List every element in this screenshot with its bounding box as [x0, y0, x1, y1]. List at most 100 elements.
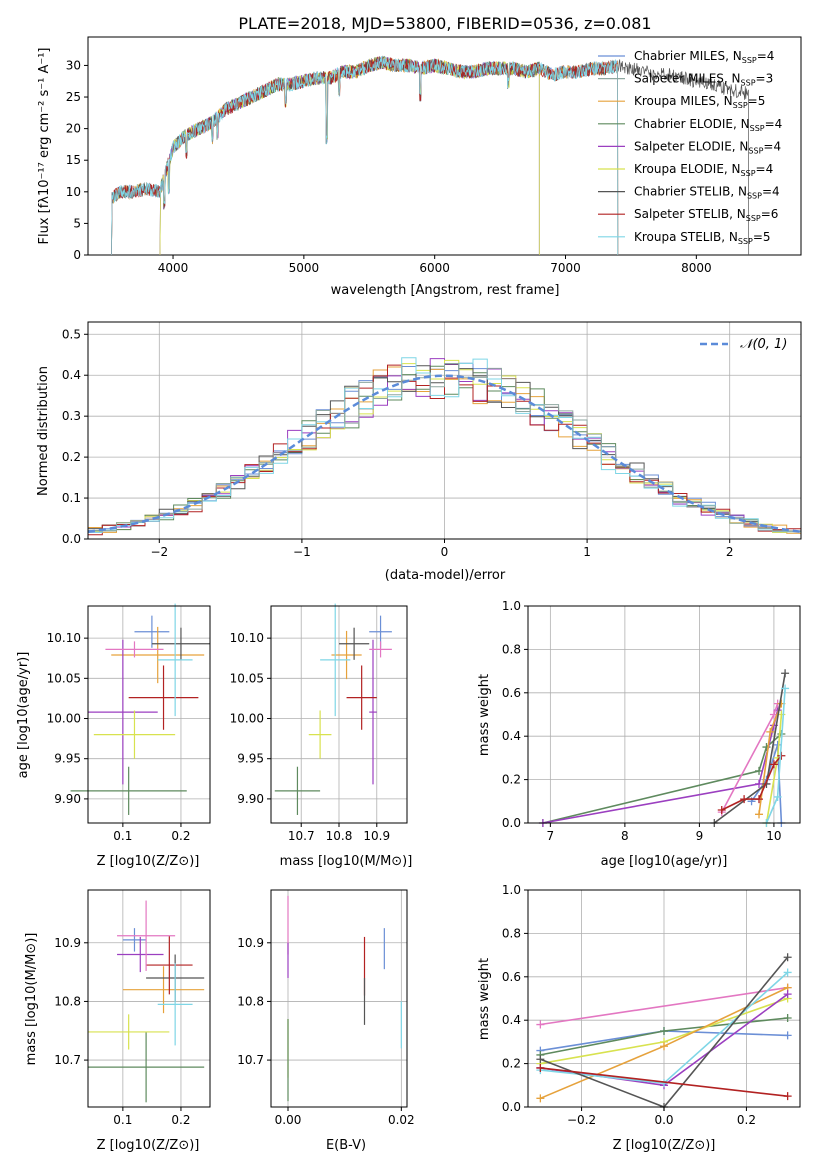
age-vs-mass-xtick-label: 10.7 — [288, 829, 315, 843]
spectrum-title: PLATE=2018, MJD=53800, FIBERID=0536, z=0… — [238, 14, 651, 33]
mass-weight-vs-Z-ylabel: mass weight — [477, 958, 492, 1040]
mass-vs-Z-axes-frame — [87, 889, 211, 1108]
spectrum-ylabel: Flux [fλ10⁻¹⁷ erg cm⁻² s⁻¹ A⁻¹] — [37, 48, 52, 245]
mass-weight-vs-age-xlabel: age [log10(age/yr)] — [601, 854, 728, 869]
mass-vs-Z-panel: Z [log10(Z/Z⊙)] mass [log10(M/M⊙)] 0.1 0.… — [24, 889, 211, 1153]
spectrum-legend-label: Kroupa ELODIE, NSSP=4 — [634, 162, 773, 178]
mass-vs-Z-xtick-label: 0.1 — [113, 1113, 132, 1127]
mass-weight-vs-age-line-1 — [542, 710, 779, 824]
mass-weight-vs-age-panel: age [log10(age/yr)] mass weight 7 8 9 10 0.0… — [477, 599, 801, 869]
age-vs-Z-ytick-label: 9.90 — [54, 792, 81, 806]
spectrum-legend-label: Salpeter STELIB, NSSP=6 — [634, 207, 778, 223]
mass-weight-vs-Z-xtick-label: 0.2 — [737, 1113, 756, 1127]
mass-weight-vs-Z-ytick-label: 0.0 — [502, 1100, 521, 1114]
hist-ylabel: Normed distribution — [36, 366, 51, 496]
mass-weight-vs-Z-plot — [528, 889, 800, 1111]
mass-weight-vs-Z-xtick-label: −0.2 — [567, 1113, 596, 1127]
mass-vs-EBV-xtick-label: 0.02 — [388, 1113, 415, 1127]
spectrum-xtick-label: 4000 — [158, 261, 189, 275]
gaussian-legend-label: 𝒩(0, 1) — [740, 337, 787, 352]
spectrum-legend-label: Kroupa MILES, NSSP=5 — [634, 94, 765, 110]
mass-weight-vs-Z-ytick-label: 0.4 — [502, 1013, 521, 1027]
spectrum-ytick-label: 20 — [66, 122, 81, 136]
mass-weight-vs-age-ytick-label: 1.0 — [502, 599, 521, 613]
spectrum-axes-frame — [87, 36, 802, 256]
age-vs-mass-panel: mass [log10(M/M⊙)] 10.7 10.8 10.9 9.90 9.95 1… — [230, 603, 412, 869]
mass-weight-vs-Z-line-0 — [540, 986, 788, 1026]
age-vs-Z-xtick-label: 0.2 — [171, 829, 190, 843]
mass-vs-EBV-plot — [271, 890, 407, 1107]
mass-weight-vs-Z-marker-8-1 — [783, 1092, 792, 1101]
spectrum-xtick-label: 8000 — [681, 261, 712, 275]
spectrum-line-5 — [159, 56, 540, 256]
age-vs-Z-axes-frame — [87, 605, 211, 824]
mass-weight-vs-age-ytick-label: 0.6 — [502, 686, 521, 700]
mass-vs-EBV-ytick-label: 10.9 — [237, 936, 264, 950]
hist-xlabel: (data-model)/error — [385, 568, 506, 583]
hist-ytick-label: 0.1 — [62, 491, 81, 505]
spectrum-ytick-label: 15 — [66, 153, 81, 167]
mass-weight-vs-Z-xtick-label: 0.0 — [654, 1113, 673, 1127]
age-vs-Z-ytick-label: 9.95 — [54, 752, 81, 766]
mass-weight-vs-age-marker-7-2 — [755, 795, 764, 804]
spectrum-line-8 — [111, 56, 619, 256]
mass-vs-Z-xlabel: Z [log10(Z/Z⊙)] — [97, 1138, 200, 1153]
mass-weight-vs-age-line-0 — [542, 733, 782, 824]
mass-weight-vs-Z-marker-5-2 — [783, 990, 792, 999]
mass-vs-EBV-axes-frame — [270, 889, 408, 1108]
age-vs-Z-xtick-label: 0.1 — [113, 829, 132, 843]
mass-weight-vs-Z-marker-4-0 — [536, 1094, 545, 1103]
age-vs-Z-ytick-label: 10.00 — [47, 712, 81, 726]
spectrum-legend-label: Chabrier MILES, NSSP=4 — [634, 49, 774, 65]
mass-weight-vs-age-xtick-label: 8 — [621, 829, 629, 843]
spectrum-panel: PLATE=2018, MJD=53800, FIBERID=0536, z=0… — [37, 14, 802, 298]
spectrum-xlabel: wavelength [Angstrom, rest frame] — [331, 283, 560, 298]
mass-weight-vs-Z-xlabel: Z [log10(Z/Z⊙)] — [613, 1138, 716, 1153]
mass-weight-vs-Z-ytick-label: 0.2 — [502, 1057, 521, 1071]
mass-weight-vs-age-marker-7-3 — [769, 760, 778, 769]
spectrum-lines — [111, 55, 750, 256]
hist-ytick-label: 0.5 — [62, 327, 81, 341]
hist-ytick-label: 0.2 — [62, 450, 81, 464]
mass-weight-vs-age-marker-4-0 — [755, 810, 764, 819]
mass-weight-vs-Z-ytick-label: 1.0 — [502, 883, 521, 897]
spectrum-ticks: 4000 5000 6000 7000 8000 0 5 10 15 20 25 30 — [66, 58, 712, 275]
spectrum-xtick-label: 7000 — [550, 261, 581, 275]
mass-weight-vs-Z-marker-6-2 — [783, 968, 792, 977]
age-vs-mass-ytick-label: 10.00 — [230, 712, 264, 726]
age-vs-mass-xtick-label: 10.8 — [326, 829, 353, 843]
spectrum-ytick-label: 30 — [66, 58, 81, 72]
age-vs-mass-ytick-label: 10.05 — [230, 671, 264, 685]
spectrum-legend: Chabrier MILES, NSSP=4 Salpeter MILES, NS… — [598, 49, 782, 246]
spectrum-line-2 — [111, 57, 619, 256]
spectrum-ytick-label: 0 — [73, 248, 81, 262]
mass-weight-vs-Z-ytick-label: 0.8 — [502, 926, 521, 940]
age-vs-mass-ytick-label: 9.95 — [237, 752, 264, 766]
mass-weight-vs-Z-marker-7-2 — [783, 953, 792, 962]
mass-weight-vs-Z-panel: Z [log10(Z/Z⊙)] mass weight −0.2 0.0 0.2 0.… — [477, 883, 801, 1153]
spectrum-line-7 — [111, 56, 619, 256]
mass-weight-vs-age-marker-4-1 — [766, 727, 775, 736]
spectrum-ytick-label: 10 — [66, 185, 81, 199]
spectrum-xtick-label: 6000 — [419, 261, 450, 275]
mass-weight-vs-Z-marker-0-0 — [536, 1020, 545, 1029]
mass-weight-vs-Z-marker-4-1 — [660, 1042, 668, 1051]
mass-weight-vs-Z-marker-2-1 — [660, 1027, 668, 1036]
spectrum-xtick-label: 5000 — [289, 261, 320, 275]
hist-steps — [87, 357, 802, 536]
mass-weight-vs-Z-marker-7-0 — [536, 1055, 545, 1064]
hist-ytick-label: 0.3 — [62, 409, 81, 423]
mass-weight-vs-age-ytick-label: 0.8 — [502, 642, 521, 656]
mass-weight-vs-age-ytick-label: 0.0 — [502, 816, 521, 830]
spectrum-legend-label: Chabrier STELIB, NSSP=4 — [634, 185, 780, 201]
mass-weight-vs-age-marker-8-1 — [773, 792, 782, 801]
mass-weight-vs-Z-ytick-label: 0.6 — [502, 970, 521, 984]
mass-vs-Z-xtick-label: 0.2 — [171, 1113, 190, 1127]
spectrum-ytick-label: 25 — [66, 90, 81, 104]
age-vs-mass-ytick-label: 10.10 — [230, 631, 264, 645]
mass-vs-EBV-xlabel: E(B-V) — [326, 1138, 366, 1153]
mass-vs-Z-ytick-label: 10.7 — [54, 1053, 81, 1067]
hist-ticks: −2 −1 0 1 2 0.0 0.1 0.2 0.3 0.4 0.5 — [62, 327, 734, 559]
spectrum-line-4 — [159, 55, 540, 256]
hist-xtick-label: −1 — [293, 545, 311, 559]
